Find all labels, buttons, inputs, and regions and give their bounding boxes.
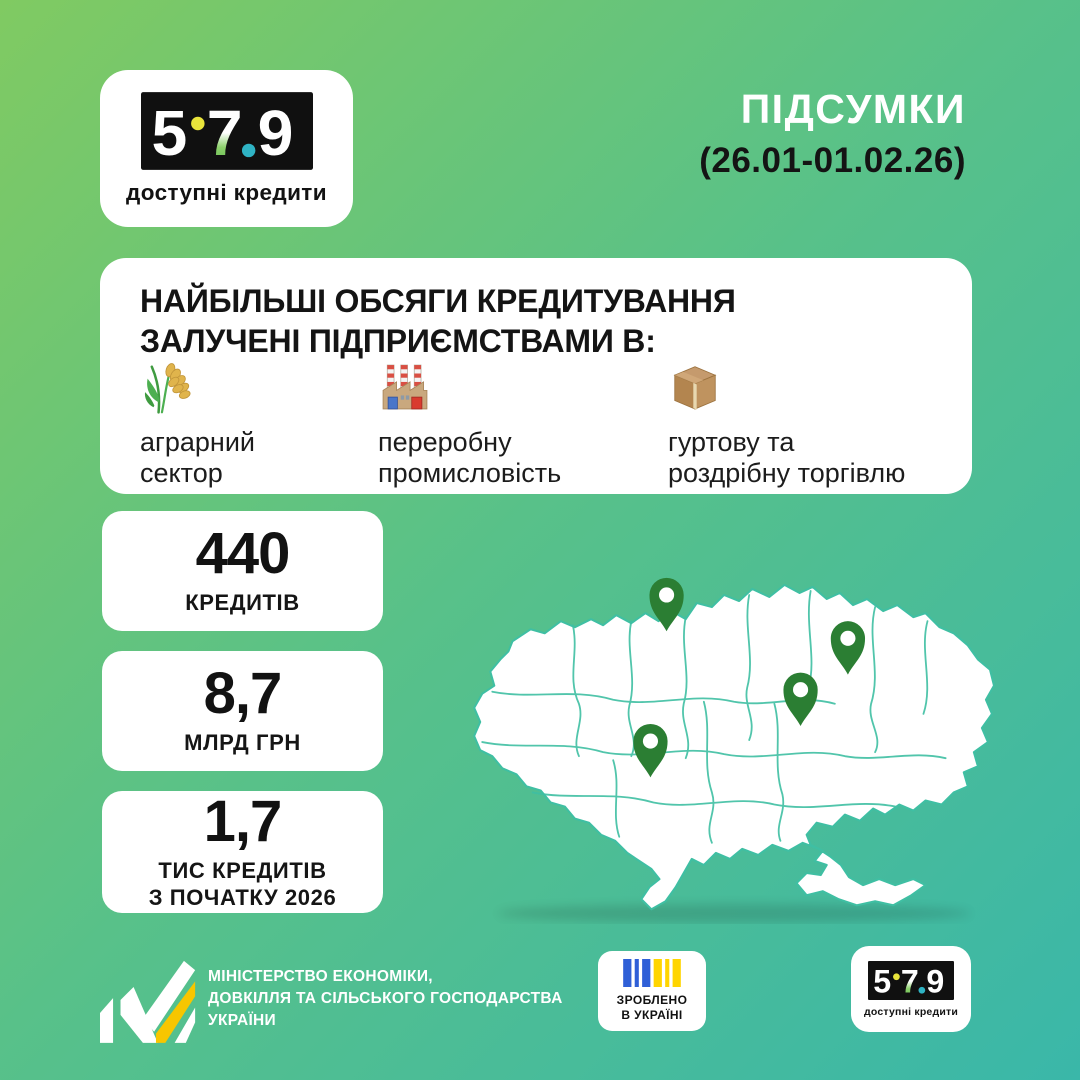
sector-label-line: гуртову та [668, 427, 795, 457]
sector-label-trade: гуртову та роздрібну торгівлю [668, 427, 928, 490]
stat-card-amount: 8,7 МЛРД ГРН [102, 651, 383, 771]
made-in-ukraine-label: ЗРОБЛЕНО В УКРАЇНІ [617, 993, 688, 1023]
wheat-icon [144, 363, 191, 414]
map-pins [633, 577, 866, 778]
map-pin [633, 723, 668, 778]
stat-label-line: МЛРД ГРН [184, 730, 301, 756]
stat-value: 8,7 [203, 661, 283, 727]
made-in-ukraine-badge: ЗРОБЛЕНО В УКРАЇНІ [598, 951, 706, 1031]
brand-tagline: доступні кредити [864, 1005, 958, 1018]
stat-label-line: КРЕДИТІВ [185, 590, 300, 616]
logo-dot-teal [918, 986, 926, 994]
sector-item-agrarian: аграрний сектор [140, 360, 400, 490]
sector-item-trade: гуртову та роздрібну торгівлю [668, 360, 928, 490]
sector-label-line: роздрібну торгівлю [668, 458, 906, 489]
ministry-name-line2: ДОВКІЛЛЯ ТА СІЛЬСЬКОГО ГОСПОДАРСТВА [208, 990, 563, 1007]
stat-value: 1,7 [203, 788, 283, 854]
stat-label: ТИС КРЕДИТІВ З ПОЧАТКУ 2026 [149, 858, 337, 912]
stat-card-credits-week: 440 КРЕДИТІВ [102, 511, 383, 631]
stat-label-line: ТИС КРЕДИТІВ [158, 857, 327, 883]
logo-digit-9: 9 [926, 963, 944, 999]
logo-digit-5: 5 [873, 963, 891, 999]
map-pin [830, 621, 866, 675]
package-icon [673, 366, 717, 410]
logo-dot-teal [241, 143, 255, 157]
brand-card-small: 5 7 9 доступні кредити [851, 946, 971, 1032]
logo-digit-7: 7 [901, 963, 919, 999]
sector-label-line: сектор [140, 458, 223, 489]
factory-icon [382, 364, 428, 410]
made-in-line2: В УКРАЇНІ [621, 1008, 683, 1022]
results-title: ПІДСУМКИ [740, 86, 966, 132]
oblast-borders [481, 590, 947, 844]
ukraine-map [473, 577, 995, 923]
logo-dot-yellow [893, 972, 900, 980]
made-in-line1: ЗРОБЛЕНО [616, 993, 688, 1007]
logo-digit-7: 7 [206, 96, 242, 168]
579-logo-icon: 5 7 9 [140, 91, 313, 170]
sector-label-line: аграрний [140, 427, 255, 457]
stat-value: 440 [195, 521, 291, 587]
made-in-ukraine-barcode-icon [623, 959, 681, 987]
map-pin [783, 672, 818, 726]
map-pin [649, 577, 684, 632]
stat-label: МЛРД ГРН [184, 730, 301, 757]
header: ПІДСУМКИ (26.01-01.02.26) [699, 86, 966, 181]
sectors-card: НАЙБІЛЬШІ ОБСЯГИ КРЕДИТУВАННЯ ЗАЛУЧЕНІ П… [100, 258, 972, 494]
sectors-title-line2: ЗАЛУЧЕНІ ПІДПРИЄМСТВАМИ В: [140, 322, 656, 359]
ministry-name-line3: УКРАЇНИ [208, 1012, 276, 1029]
period-label: (26.01-01.02.26) [699, 141, 966, 180]
sector-label-processing: переробну промисловість [378, 427, 638, 490]
sector-label-line: переробну [378, 427, 512, 457]
ministry-logo-icon [100, 960, 196, 1043]
ukraine-outline [473, 583, 995, 911]
map-shadow [497, 904, 971, 923]
stat-card-credits-year: 1,7 ТИС КРЕДИТІВ З ПОЧАТКУ 2026 [102, 791, 383, 913]
sector-label-line: промисловість [378, 458, 562, 489]
stat-label: КРЕДИТІВ [185, 590, 300, 617]
logo-dot-yellow [190, 116, 205, 130]
579-logo-icon: 5 7 9 [868, 960, 954, 1000]
logo-digit-5: 5 [151, 96, 187, 168]
sector-item-processing: переробну промисловість [378, 360, 638, 490]
sectors-title-line1: НАЙБІЛЬШІ ОБСЯГИ КРЕДИТУВАННЯ [140, 283, 736, 319]
brand-tagline: доступні кредити [126, 179, 327, 205]
brand-card: 5 7 9 доступні кредити [100, 70, 353, 227]
sectors-title: НАЙБІЛЬШІ ОБСЯГИ КРЕДИТУВАННЯ ЗАЛУЧЕНІ П… [140, 282, 736, 361]
ministry-name: МІНІСТЕРСТВО ЕКОНОМІКИ, ДОВКІЛЛЯ ТА СІЛЬ… [208, 966, 563, 1032]
logo-digit-9: 9 [257, 96, 293, 168]
stat-label-line: З ПОЧАТКУ 2026 [148, 884, 337, 910]
sector-label-agrarian: аграрний сектор [140, 427, 400, 490]
ministry-name-line1: МІНІСТЕРСТВО ЕКОНОМІКИ, [208, 968, 433, 985]
